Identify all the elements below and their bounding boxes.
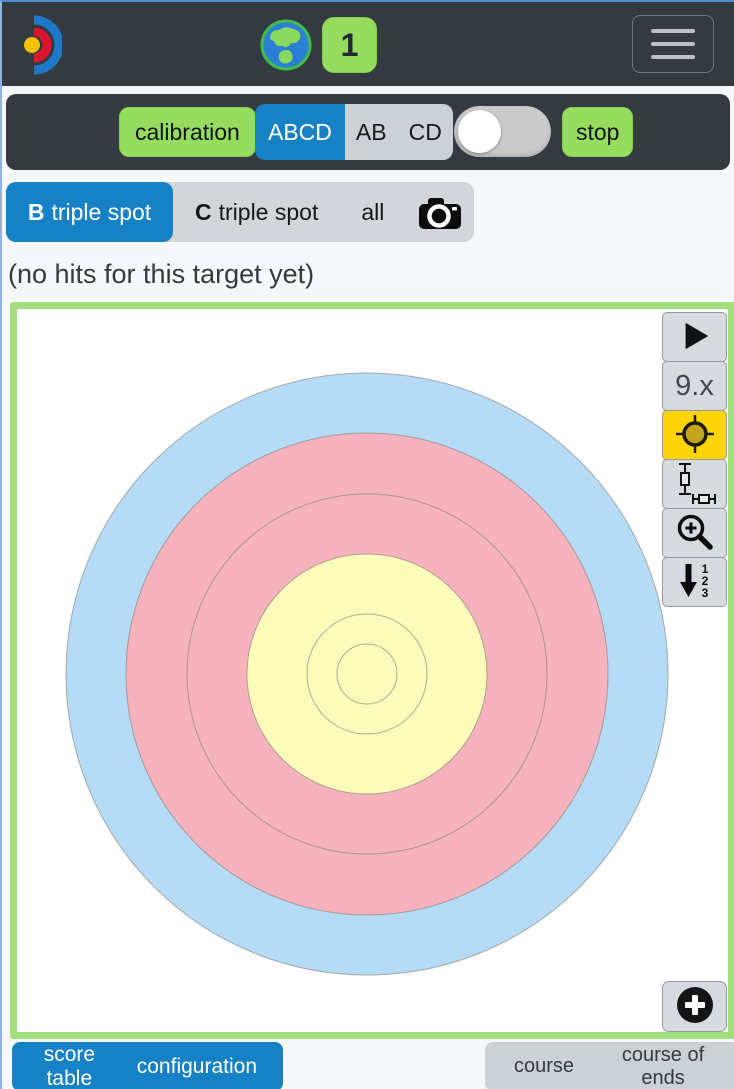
target-number-button[interactable]: 1 xyxy=(322,17,377,73)
control-bar: calibration ABCD AB CD stop xyxy=(6,94,730,170)
dispersion-icon xyxy=(673,461,717,508)
camera-button[interactable] xyxy=(417,191,463,234)
svg-text:1: 1 xyxy=(701,562,708,576)
viewer-toolbar: 9.x xyxy=(662,312,727,607)
target-ring-9-yellow[interactable] xyxy=(246,553,488,795)
segment-abcd-button[interactable]: ABCD xyxy=(255,104,345,160)
crosshair-button[interactable] xyxy=(662,410,727,460)
svg-text:2: 2 xyxy=(701,574,708,588)
group-mode-segment: ABCD AB CD xyxy=(255,104,453,160)
tab-c-triple-spot[interactable]: C triple spot xyxy=(189,198,324,227)
tab-all[interactable]: all xyxy=(355,198,390,227)
calibration-button[interactable]: calibration xyxy=(119,107,256,157)
sort-numeric-icon: 1 2 3 xyxy=(673,560,717,605)
crosshair-icon xyxy=(674,413,716,458)
target-ring-10-line[interactable] xyxy=(306,613,428,735)
footer-left-tabs: score table configuration xyxy=(12,1042,283,1089)
sort-numeric-button[interactable]: 1 2 3 xyxy=(662,557,727,607)
zoom-level-label: 9.x xyxy=(675,369,714,402)
course-of-ends-button[interactable]: course of ends xyxy=(603,1044,723,1089)
hamburger-icon xyxy=(651,29,695,33)
hamburger-menu-button[interactable] xyxy=(632,15,714,73)
segment-ab-button[interactable]: AB xyxy=(345,119,398,146)
target-viewer: 9.x xyxy=(10,302,734,1039)
target-ring-x-line[interactable] xyxy=(336,643,398,705)
header-center-group: 1 xyxy=(260,17,377,73)
target-ring-8-line[interactable] xyxy=(186,493,548,855)
play-icon xyxy=(678,319,712,356)
plus-icon xyxy=(673,983,717,1030)
svg-text:3: 3 xyxy=(701,586,708,600)
globe-icon xyxy=(260,19,312,74)
score-table-button[interactable]: score table xyxy=(28,1043,124,1089)
spot-tab-bar: B triple spot C triple spot all xyxy=(6,182,474,242)
zoom-in-icon xyxy=(675,512,715,555)
app-header: 1 xyxy=(2,2,734,86)
run-toggle[interactable] xyxy=(454,106,551,157)
play-button[interactable] xyxy=(662,312,727,362)
camera-icon xyxy=(417,191,463,234)
target-face[interactable] xyxy=(17,309,728,1032)
status-message: (no hits for this target yet) xyxy=(8,259,315,289)
zoom-level-button[interactable]: 9.x xyxy=(662,361,727,411)
toggle-knob xyxy=(458,110,501,153)
footer-right-tabs: course course of ends xyxy=(485,1042,734,1089)
dispersion-button[interactable] xyxy=(662,459,727,509)
add-hit-button[interactable] xyxy=(662,981,727,1032)
globe-button[interactable] xyxy=(260,19,312,71)
stop-button[interactable]: stop xyxy=(562,107,634,157)
tab-b-triple-spot[interactable]: B triple spot xyxy=(6,182,173,242)
archery-logo-icon xyxy=(22,13,64,80)
segment-cd-button[interactable]: CD xyxy=(398,119,453,146)
course-button[interactable]: course xyxy=(514,1055,575,1077)
configuration-button[interactable]: configuration xyxy=(137,1055,270,1079)
zoom-in-button[interactable] xyxy=(662,508,727,558)
